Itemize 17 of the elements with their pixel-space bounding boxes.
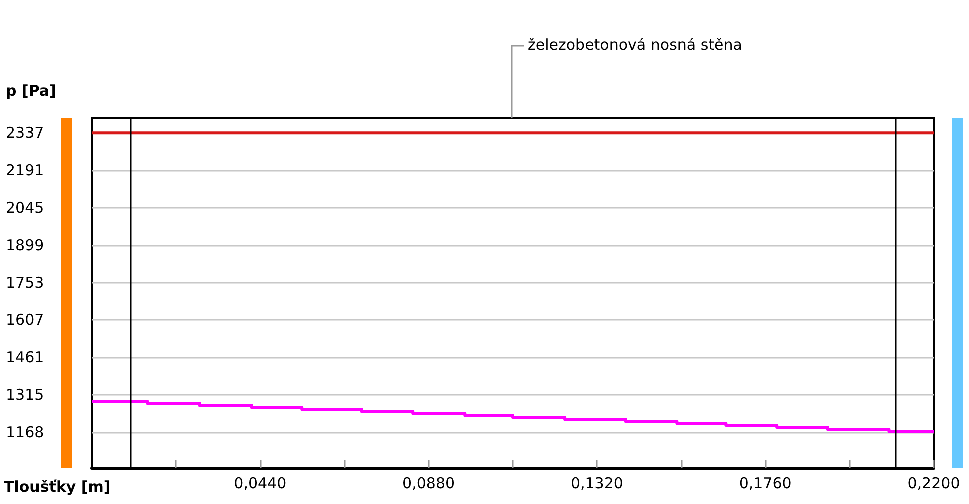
y-tick-label: 1461 xyxy=(6,348,44,367)
x-tick-label: 0,0440 xyxy=(234,474,287,492)
x-axis-title: Tloušťky [m] xyxy=(4,478,111,496)
y-tick-label: 2045 xyxy=(6,198,44,217)
y-tick-label: 1753 xyxy=(6,274,44,292)
x-tick-label: 0,1320 xyxy=(570,474,624,492)
y-tick-label: 2337 xyxy=(6,124,44,142)
x-tick-label: 0,2200 xyxy=(908,474,960,492)
y-tick-label: 1168 xyxy=(6,424,44,442)
y-tick-label: 1899 xyxy=(6,236,44,254)
text: železobetonová nosná stěna xyxy=(528,36,742,54)
y-tick-label: 2191 xyxy=(6,162,44,180)
y-tick-label: 1315 xyxy=(6,386,44,404)
y-tick-label: 1607 xyxy=(6,311,44,330)
x-tick-label: 0,1760 xyxy=(739,474,792,492)
y-axis-title: p [Pa] xyxy=(6,82,56,100)
x-tick-label: 0,0880 xyxy=(402,474,456,492)
